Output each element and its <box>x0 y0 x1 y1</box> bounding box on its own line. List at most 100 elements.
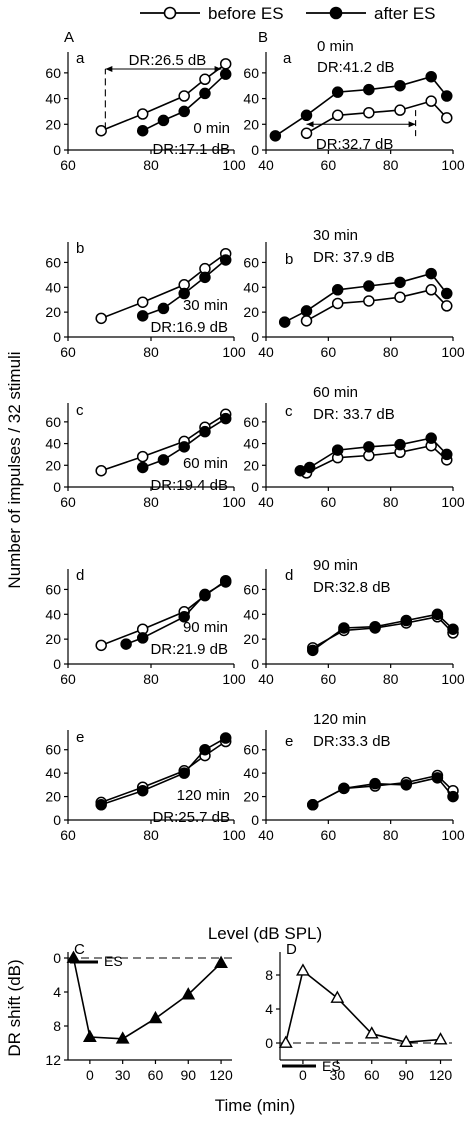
x-tick-label: 60 <box>321 494 337 510</box>
before-es-line <box>306 444 448 474</box>
x-tick-label: 40 <box>258 344 274 360</box>
before-es-point <box>95 464 107 477</box>
y-tick-label: 40 <box>243 765 259 781</box>
after-es-point <box>219 412 232 425</box>
after-es-point <box>447 623 459 635</box>
y-tick-label: 20 <box>243 304 259 320</box>
x-tick-label: 60 <box>321 344 337 360</box>
y-tick-label: 0 <box>251 812 259 828</box>
after-es-point <box>294 464 307 477</box>
panel-D: 0 4 8 0 30 60 90 120 ES D <box>265 941 452 1083</box>
y-tick-label: 0 <box>251 142 259 158</box>
panel-row-letter: d <box>76 567 84 584</box>
before-es-point <box>425 95 437 107</box>
time-label: 60 min <box>313 384 358 401</box>
after-es-point <box>441 90 453 102</box>
after-es-point <box>278 316 291 328</box>
panel-row-letter: d <box>285 567 293 584</box>
before-es-point <box>441 300 453 312</box>
time-label: 30 min <box>183 297 228 314</box>
y-tick-label: 0 <box>251 329 259 345</box>
after-es-point <box>199 425 211 438</box>
before-es-point <box>394 291 406 303</box>
after-es-point <box>300 109 313 122</box>
time-label: 120 min <box>177 787 230 804</box>
y-tick-label: 0 <box>53 142 61 158</box>
y-tick-label: 12 <box>45 1052 61 1068</box>
after-es-point <box>394 438 406 451</box>
y-tick-label: 60 <box>243 581 259 597</box>
y-tick-label: 60 <box>45 414 61 430</box>
before-es-point <box>425 284 437 296</box>
before-es-point <box>136 108 149 120</box>
y-tick-label: 60 <box>45 254 61 270</box>
dr-shift-point <box>364 1026 379 1039</box>
x-tick-label: 100 <box>222 671 246 687</box>
es-label: ES <box>322 1058 341 1074</box>
after-es-point <box>157 454 170 466</box>
before-es-point <box>95 639 107 652</box>
after-es-point <box>199 588 211 601</box>
dr-arrow-head <box>408 121 416 128</box>
panel-row-letter: c <box>76 402 84 419</box>
x-tick-label: 80 <box>143 157 159 173</box>
y-tick-label: 0 <box>251 656 259 672</box>
legend-before-label: before ES <box>208 4 284 23</box>
x-tick-label: 80 <box>383 494 399 510</box>
x-tick-label: 80 <box>143 494 159 510</box>
after-es-point <box>300 305 313 317</box>
y-tick-label: 0 <box>53 656 61 672</box>
panel-letter: B <box>258 29 268 46</box>
before-es-point <box>95 312 107 325</box>
after-es-point <box>136 784 149 797</box>
y-tick-label: 0 <box>53 329 61 345</box>
dr-shift-point <box>433 1032 448 1045</box>
dr-shift-point <box>181 987 196 1000</box>
after-es-point <box>219 732 232 744</box>
after-es-point <box>219 254 232 266</box>
before-es-point <box>394 104 406 116</box>
after-es-point <box>363 83 375 96</box>
y-tick-label: 20 <box>45 116 61 132</box>
after-es-point <box>178 105 190 118</box>
x-tick-label: 60 <box>60 827 76 843</box>
y-tick-label: 4 <box>265 1001 273 1017</box>
panel-B-d: 0 20 40 60 40 60 80 100 d 90 min DR:32.8 dB <box>243 557 464 687</box>
panel-A-d: 0 20 40 60 60 80 100 d 90 min DR:21.9 dB <box>45 567 245 687</box>
after-es-point <box>178 441 190 453</box>
x-tick-label: 40 <box>258 827 274 843</box>
after-es-point <box>441 287 453 300</box>
x-tick-label: 100 <box>222 157 246 173</box>
panel-A-e: 0 20 40 60 60 80 100 e 120 min DR:25.7 dB <box>45 729 245 843</box>
y-tick-label: 60 <box>243 414 259 430</box>
y-tick-label: 0 <box>53 479 61 495</box>
after-es-point <box>136 124 149 137</box>
y-tick-label: 60 <box>243 254 259 270</box>
after-es-line <box>274 75 448 137</box>
before-es-point <box>331 297 344 310</box>
after-es-point <box>95 799 107 811</box>
y-tick-label: 60 <box>45 742 61 758</box>
dr-shift-line <box>72 957 222 1040</box>
panel-letter: A <box>64 29 74 46</box>
panel-B-e: 0 20 40 60 40 60 80 100 e 120 min DR:33.3 dB <box>243 711 464 843</box>
after-es-point <box>338 622 350 634</box>
after-es-point <box>369 777 381 790</box>
dr-shift-point <box>66 950 81 963</box>
x-tick-label: 80 <box>143 827 159 843</box>
x-tick-label: 120 <box>209 1067 233 1083</box>
after-es-line <box>312 613 454 651</box>
after-es-point <box>331 86 344 98</box>
dr-shift-line <box>284 969 441 1044</box>
panel-letter: D <box>286 941 297 958</box>
x-tick-label: 60 <box>60 494 76 510</box>
panel-row-letter: e <box>285 733 293 750</box>
y-tick-label: 40 <box>45 436 61 452</box>
x-tick-label: 60 <box>364 1067 380 1083</box>
y-tick-label: 40 <box>243 436 259 452</box>
before-es-point <box>331 109 344 122</box>
legend: before ES after ES <box>140 4 435 23</box>
dr-label: DR:17.1 dB <box>152 141 230 158</box>
legend-before-marker <box>163 6 177 20</box>
before-es-point <box>136 296 149 308</box>
